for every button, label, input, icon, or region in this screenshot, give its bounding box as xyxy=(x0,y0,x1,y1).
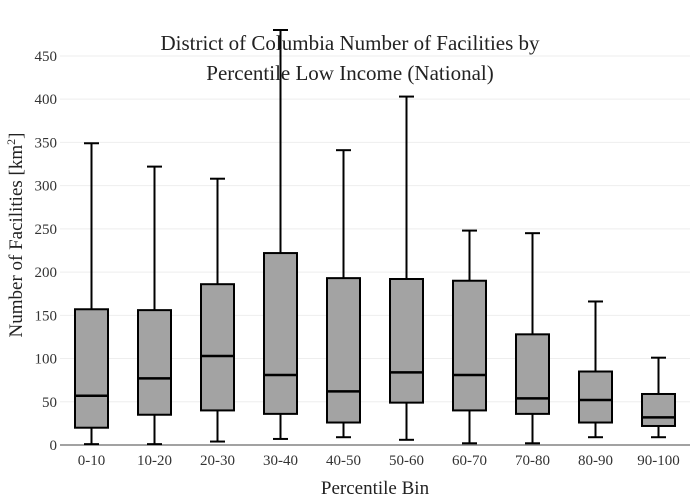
x-tick-label: 20-30 xyxy=(200,453,235,469)
box-90-100 xyxy=(641,356,676,439)
y-tick-label: 250 xyxy=(35,222,58,238)
y-tick-label: 450 xyxy=(35,49,58,65)
y-tick-label: 400 xyxy=(35,92,58,108)
interquartile-box xyxy=(452,279,487,412)
y-tick-label: 150 xyxy=(35,308,58,324)
box-80-90 xyxy=(578,300,613,439)
box-70-80 xyxy=(515,232,550,445)
x-tick-label: 80-90 xyxy=(578,453,613,469)
x-tick-labels: 0-10 10-20 20-30 30-40 40-50 50-60 60-70 70-80 8… xyxy=(78,453,680,469)
y-tick-label: 200 xyxy=(35,265,58,281)
chart-title-line-1: District of Columbia Number of Facilitie… xyxy=(160,31,540,55)
interquartile-box xyxy=(389,278,424,404)
chart-title-line-2: Percentile Low Income (National) xyxy=(206,61,493,85)
y-tick-label: 0 xyxy=(50,438,58,454)
y-tick-label: 100 xyxy=(35,352,58,368)
y-axis-label-superscript: 2 xyxy=(4,139,18,145)
interquartile-box xyxy=(515,333,550,415)
x-tick-label: 30-40 xyxy=(263,453,298,469)
y-tick-labels: 0 50 100 150 200 250 300 350 400 450 xyxy=(35,49,58,454)
interquartile-box xyxy=(578,370,613,424)
interquartile-box xyxy=(326,277,361,424)
y-tick-label: 300 xyxy=(35,179,58,195)
box-30-40 xyxy=(263,29,298,440)
interquartile-box xyxy=(200,283,235,412)
x-tick-label: 40-50 xyxy=(326,453,361,469)
box-40-50 xyxy=(326,149,361,439)
x-axis-label: Percentile Bin xyxy=(321,478,430,499)
boxes xyxy=(74,29,676,446)
box-60-70 xyxy=(452,229,487,445)
x-tick-label: 60-70 xyxy=(452,453,487,469)
x-tick-label: 90-100 xyxy=(637,453,680,469)
y-tick-label: 50 xyxy=(42,395,57,411)
interquartile-box xyxy=(641,392,676,427)
y-axis-label-close: ] xyxy=(6,133,27,139)
x-tick-label: 50-60 xyxy=(389,453,424,469)
interquartile-box xyxy=(137,309,172,416)
x-tick-label: 10-20 xyxy=(137,453,172,469)
box-0-10 xyxy=(74,142,109,446)
box-10-20 xyxy=(137,165,172,446)
x-tick-label: 0-10 xyxy=(78,453,106,469)
interquartile-box xyxy=(74,308,109,429)
interquartile-box xyxy=(263,252,298,415)
box-50-60 xyxy=(389,95,424,441)
x-tick-label: 70-80 xyxy=(515,453,550,469)
y-tick-label: 350 xyxy=(35,135,58,151)
y-axis-label: Number of Facilities [km2] xyxy=(4,133,27,338)
box-20-30 xyxy=(200,177,235,443)
y-axis-label-main: Number of Facilities [km xyxy=(6,145,27,338)
